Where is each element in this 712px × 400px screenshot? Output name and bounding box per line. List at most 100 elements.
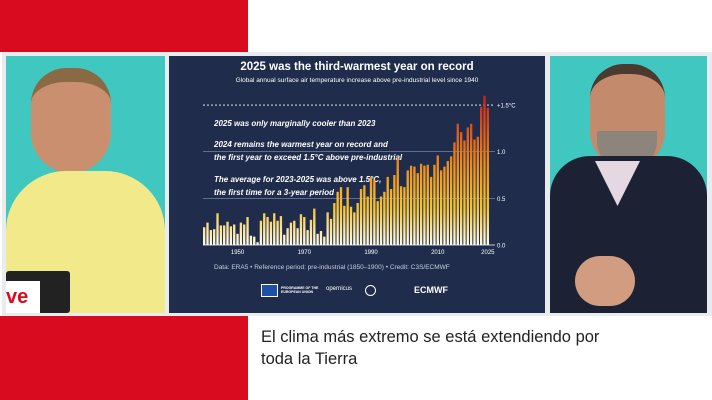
rtve-logo: ve bbox=[6, 281, 40, 313]
climate-chart-graphic: 2025 was the third-warmest year on recor… bbox=[169, 56, 545, 313]
bar-1948 bbox=[229, 226, 233, 245]
bar-2016 bbox=[456, 123, 459, 245]
bar-1940 bbox=[203, 227, 206, 245]
bar-1989 bbox=[366, 196, 369, 245]
bar-1962 bbox=[276, 220, 279, 245]
bar-2001 bbox=[406, 170, 409, 245]
bar-1984 bbox=[349, 206, 353, 245]
bar-1974 bbox=[316, 233, 319, 245]
bar-2006 bbox=[423, 165, 426, 245]
bar-1945 bbox=[219, 225, 223, 245]
bar-1952 bbox=[243, 224, 246, 245]
y-tick-label: +1.5°C bbox=[497, 104, 516, 110]
bar-1960 bbox=[269, 221, 273, 245]
bar-1990 bbox=[369, 176, 373, 245]
bar-1986 bbox=[356, 203, 359, 245]
bar-1975 bbox=[319, 231, 323, 245]
bar-1981 bbox=[339, 187, 343, 245]
caption-line-1: El clima más extremo se está extendiendo… bbox=[261, 328, 600, 346]
bar-2005 bbox=[419, 163, 423, 245]
y-tick-label: 0.0 bbox=[497, 244, 506, 250]
bar-1947 bbox=[226, 221, 229, 245]
x-tick-label: 2025 bbox=[481, 250, 495, 256]
y-tick-label: 0.5 bbox=[497, 197, 506, 203]
bar-2018 bbox=[463, 140, 466, 245]
bar-1997 bbox=[393, 175, 396, 245]
bar-2011 bbox=[439, 170, 443, 245]
eu-programme-logo-text: PROGRAMME OF THE EUROPEAN UNION bbox=[281, 286, 319, 294]
brand-background-top bbox=[0, 0, 248, 52]
bar-1980 bbox=[336, 191, 339, 245]
host-camera-left: ve bbox=[6, 56, 165, 313]
bar-1995 bbox=[386, 176, 389, 245]
ecmwf-logo: ECMWF bbox=[414, 285, 448, 295]
bar-2008 bbox=[429, 176, 433, 245]
brand-background-bottom bbox=[0, 316, 248, 400]
x-tick-label: 1990 bbox=[364, 250, 378, 256]
bar-1996 bbox=[389, 189, 393, 245]
bar-1956 bbox=[256, 242, 259, 245]
bar-1976 bbox=[323, 236, 326, 245]
bar-1955 bbox=[253, 236, 256, 245]
bar-1991 bbox=[373, 179, 376, 245]
bar-chart: 0.0 0.5 1.0 +1.5°C 1950 1970 1990 2010 2025 bbox=[203, 95, 516, 256]
bar-1954 bbox=[249, 235, 253, 245]
bar-1994 bbox=[383, 191, 386, 245]
bar-1978 bbox=[329, 218, 333, 245]
bar-1966 bbox=[289, 222, 293, 245]
bar-1943 bbox=[213, 229, 216, 245]
guest-camera-right bbox=[550, 56, 707, 313]
bar-2025 bbox=[486, 107, 489, 245]
bar-1949 bbox=[233, 224, 236, 245]
bar-1982 bbox=[343, 205, 346, 245]
bar-2004 bbox=[416, 173, 419, 245]
c3s-logo bbox=[365, 285, 376, 296]
x-tick-label: 1970 bbox=[298, 250, 312, 256]
bar-1979 bbox=[333, 203, 336, 245]
bar-1946 bbox=[223, 225, 226, 245]
annotation-1: 2025 was only marginally cooler than 202… bbox=[214, 119, 376, 128]
annotation-3b: the first time for a 3-year period bbox=[214, 188, 335, 197]
bar-2017 bbox=[459, 132, 463, 245]
bar-1968 bbox=[296, 228, 299, 245]
bar-1993 bbox=[379, 196, 383, 245]
news-caption: El clima más extremo se está extendiendo… bbox=[261, 326, 661, 370]
bar-2024 bbox=[483, 95, 486, 245]
bar-2022 bbox=[476, 136, 479, 245]
chart-subtitle: Global annual surface air temperature in… bbox=[235, 77, 479, 84]
bar-1963 bbox=[279, 216, 283, 245]
caption-line-2: toda la Tierra bbox=[261, 350, 358, 368]
bar-1950 bbox=[236, 233, 239, 245]
bar-1977 bbox=[326, 212, 329, 245]
bar-1983 bbox=[346, 187, 349, 245]
eu-flag-logo bbox=[261, 284, 278, 297]
bar-2012 bbox=[443, 166, 446, 245]
bar-1971 bbox=[306, 230, 309, 245]
bar-2021 bbox=[473, 139, 476, 245]
annotation-2b: the first year to exceed 1.5°C above pre… bbox=[214, 153, 403, 162]
copernicus-logo: opernicus bbox=[326, 286, 353, 292]
bar-1964 bbox=[283, 234, 286, 245]
bar-1957 bbox=[259, 220, 263, 245]
bar-2020 bbox=[469, 123, 473, 245]
bar-1987 bbox=[359, 189, 363, 245]
chart-title: 2025 was the third-warmest year on recor… bbox=[240, 61, 474, 73]
bar-1965 bbox=[286, 228, 289, 245]
annotation-2: 2024 remains the warmest year on record … bbox=[214, 138, 402, 164]
bar-1973 bbox=[313, 208, 316, 245]
chart-footer: Data: ERA5 • Reference period: pre-indus… bbox=[214, 264, 450, 271]
bar-1967 bbox=[293, 220, 296, 245]
guest-hands bbox=[575, 256, 635, 306]
bar-2009 bbox=[433, 164, 436, 245]
bar-1944 bbox=[216, 213, 219, 245]
x-tick-label: 1950 bbox=[231, 250, 245, 256]
bar-1951 bbox=[239, 222, 243, 245]
host-head bbox=[31, 68, 111, 173]
bar-2000 bbox=[403, 187, 406, 245]
bar-2003 bbox=[413, 166, 416, 245]
y-tick-label: 1.0 bbox=[497, 150, 506, 156]
bar-1985 bbox=[353, 212, 356, 245]
bar-1942 bbox=[209, 230, 213, 245]
annotation-2a: 2024 remains the warmest year on record … bbox=[214, 140, 388, 149]
bar-1958 bbox=[263, 213, 266, 245]
